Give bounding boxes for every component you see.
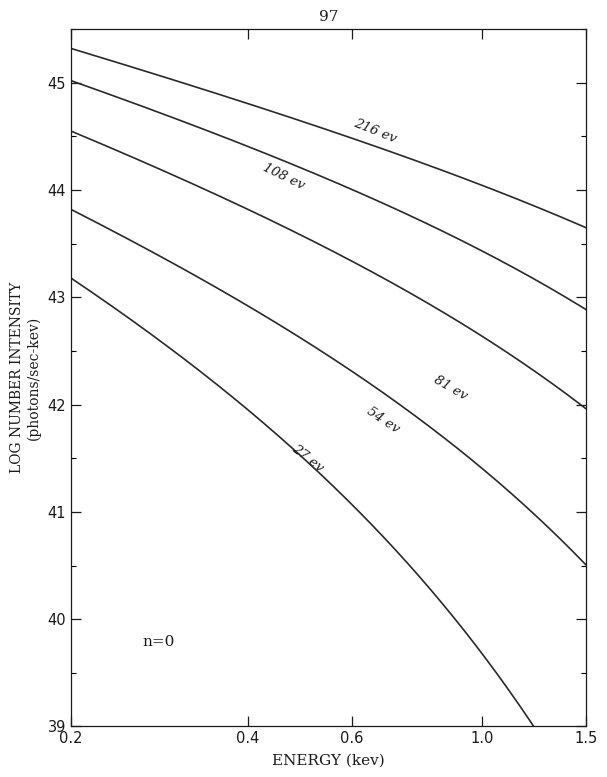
Text: 54 ev: 54 ev — [364, 405, 401, 436]
Text: 27 ev: 27 ev — [289, 442, 326, 475]
Text: 81 ev: 81 ev — [432, 374, 469, 403]
Text: 216 ev: 216 ev — [351, 117, 398, 145]
X-axis label: ENERGY (kev): ENERGY (kev) — [272, 753, 385, 767]
Title: 97: 97 — [319, 10, 338, 24]
Y-axis label: LOG NUMBER INTENSITY
(photons/sec-kev): LOG NUMBER INTENSITY (photons/sec-kev) — [10, 282, 41, 473]
Text: n=0: n=0 — [143, 635, 175, 649]
Text: 108 ev: 108 ev — [260, 162, 307, 193]
